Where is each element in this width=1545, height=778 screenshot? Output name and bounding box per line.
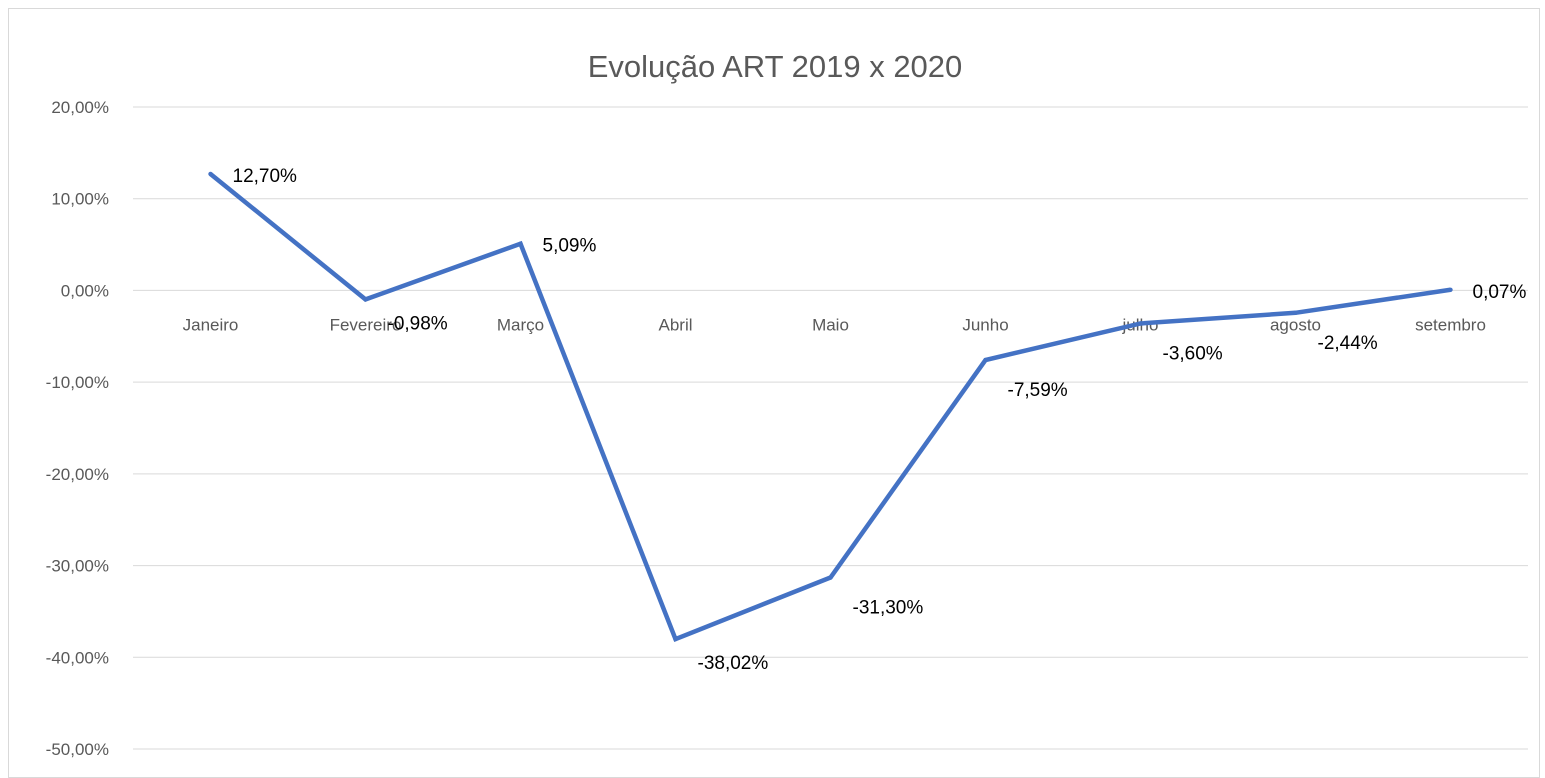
data-label: -0,98% bbox=[388, 313, 448, 334]
data-point bbox=[1138, 321, 1143, 326]
data-point bbox=[1448, 287, 1453, 292]
y-tick-label: -40,00% bbox=[46, 648, 109, 667]
y-tick-label: -50,00% bbox=[46, 740, 109, 759]
y-tick-label: -10,00% bbox=[46, 373, 109, 392]
x-tick-label: Fevereiro bbox=[330, 315, 402, 334]
chart-title: Evolução ART 2019 x 2020 bbox=[587, 49, 963, 84]
x-tick-label: Maio bbox=[812, 315, 849, 334]
y-tick-label: 20,00% bbox=[51, 98, 109, 117]
data-point bbox=[673, 636, 678, 642]
data-label: -38,02% bbox=[698, 653, 769, 674]
data-point bbox=[363, 297, 368, 302]
data-label: -31,30% bbox=[853, 597, 924, 618]
data-label: 12,70% bbox=[233, 166, 298, 187]
y-tick-label: -30,00% bbox=[46, 557, 109, 576]
y-tick-label: 0,00% bbox=[61, 281, 109, 300]
data-point bbox=[983, 357, 988, 363]
data-point bbox=[828, 575, 833, 580]
data-label: -3,60% bbox=[1163, 343, 1223, 364]
data-label: -7,59% bbox=[1008, 380, 1068, 401]
x-tick-label: setembro bbox=[1415, 315, 1486, 334]
data-label: -2,44% bbox=[1318, 333, 1378, 354]
x-tick-label: Abril bbox=[658, 315, 692, 334]
series-line bbox=[209, 172, 1451, 643]
y-tick-label: -20,00% bbox=[46, 465, 109, 484]
data-point bbox=[1293, 310, 1298, 316]
x-tick-label: Março bbox=[497, 315, 544, 334]
x-tick-label: Junho bbox=[962, 315, 1008, 334]
x-tick-label: agosto bbox=[1270, 315, 1321, 334]
data-point bbox=[518, 241, 523, 246]
data-point bbox=[208, 171, 213, 177]
data-label: 0,07% bbox=[1473, 282, 1527, 303]
data-label: 5,09% bbox=[543, 236, 597, 257]
x-tick-label: Janeiro bbox=[183, 315, 239, 334]
chart-frame: Evolução ART 2019 x 2020 bbox=[8, 8, 1540, 778]
y-tick-label: 10,00% bbox=[51, 190, 109, 209]
